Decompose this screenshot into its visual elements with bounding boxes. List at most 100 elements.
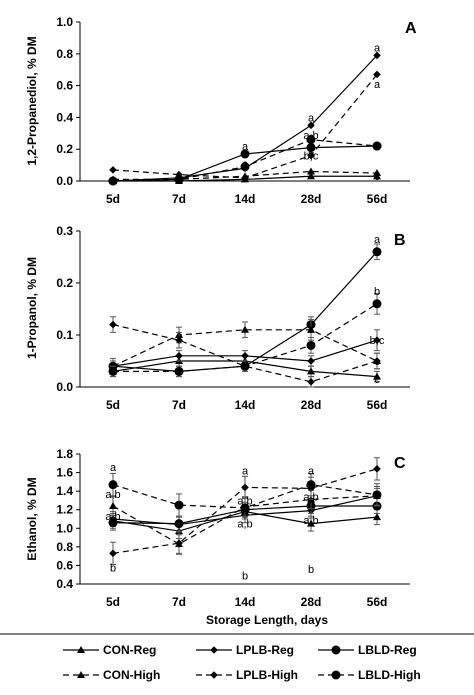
panel-a-y-tick-label: 0.8 [56,47,73,61]
panel-c-data-point [109,502,117,509]
panel-a-data-point [373,169,381,177]
panel-c-significance-label: a,b [303,492,318,504]
panel-b-data-point [373,357,381,365]
panel-a-significance-label: b,c [304,151,319,163]
panel-c-x-tick-label: 56d [367,595,388,609]
panel-a-data-point [174,174,184,184]
legend-item-lbld-reg: LBLD-Reg [318,643,417,657]
legend-marker [331,670,341,680]
legend-marker [210,646,218,654]
panel-a-significance-label: a [374,79,381,91]
panel-b-data-point [109,320,117,329]
panel-a-series-lbld-high [108,135,382,186]
panel-b-data-point [373,372,381,380]
panel-a-significance-label: c [374,171,380,183]
panel-b-data-point [307,367,315,375]
panel-b-data-point [108,366,118,376]
panel-c-data-point [373,465,381,473]
legend-label: LBLD-High [358,668,421,682]
panel-a-data-point [373,51,381,60]
panel-c-y-tick-label: 1.4 [56,484,73,498]
panel-a-significance-label: b [374,141,380,153]
panel-c-significance-label: b [110,562,116,574]
legend-marker [77,671,85,678]
panel-c-letter: C [394,455,406,472]
panel-a-y-tick-label: 1.0 [56,15,73,29]
panel-a-data-point [307,121,315,130]
panel-c-y-tick-label: 1.0 [56,521,73,535]
panel-a-significance-label: a [242,159,249,171]
panel-a-data-point [109,166,117,174]
legend-marker [210,671,218,679]
panel-c-data-point [174,500,184,510]
panel-a-data-point [307,151,315,160]
legend-items: CON-Reg LPLB-Reg LBLD-Reg CON-High LPLB-High… [63,643,421,682]
x-axis-label: Storage Length, days [206,613,328,627]
panel-b-significance-label: b [374,286,380,298]
legend-item-con-high: CON-High [63,668,160,682]
panel-a-data-point [108,176,118,186]
panel-a-plot: 0.00.20.40.60.81.05d 7d 14d 28d 56daaaa,bb,c… [56,15,410,206]
panel-b-data-point [306,340,316,350]
panel-b-y-axis-label: 1-Propanol, % DM [25,257,39,359]
legend-item-con-reg: CON-Reg [63,643,156,657]
legend-item-lbld-high: LBLD-High [318,668,421,682]
panel-a-y-tick-label: 0.2 [56,142,73,156]
panel-a-significance-label: b [308,149,314,161]
panel-b-data-point [241,352,249,360]
panel-c-significance-label: b [242,571,248,583]
legend-item-lplb-reg: LPLB-Reg [196,643,294,657]
panel-a-data-point [240,162,250,172]
panel-b-x-tick-label: 5d [106,398,120,412]
panel-b-x-tick-label: 28d [301,398,322,412]
panel-a-significance-label: c [308,131,314,143]
panel-c-series-lbld-high [108,473,382,520]
panel-c-x-tick-label: 7d [172,595,186,609]
panel-c-significance-label: a,b [237,495,252,507]
panel-c-data-point [372,490,382,500]
panel-b-plot: 0.0 0.1 0.2 0.3 5d 7d 14d 28d 56d a b b,c cc [56,224,410,412]
panel-c-y-tick-label: 1.8 [56,447,73,461]
panel-b-y-tick-label: 0.3 [56,224,73,238]
panel-c-significance-label: a [110,462,117,474]
panel-b-significance-label: b,c [370,335,385,347]
panel-c-significance-label: b [308,564,314,576]
panel-b-data-point [372,247,382,257]
panel-a: A 1,2-Propanediol, % DM 0.0 0.2 0.4 0.6 0.8 1… [25,15,417,206]
panel-a-letter: A [405,20,417,37]
panel-c-data-point [108,518,118,528]
panel-a-data-point [306,135,316,145]
panel-c-y-tick-label: 0.6 [56,558,73,572]
panel-b-data-point [372,299,382,309]
panel-b-y-tick-label: 0.2 [56,276,73,290]
panel-b: B 1-Propanol, % DM 0.0 0.1 0.2 0.3 5d 7d 14d 28… [25,224,410,412]
panel-a-data-point [373,70,381,79]
legend-label: LPLB-High [236,668,298,682]
panel-a-significance-label: a,b [303,130,318,142]
panel-c-x-tick-label: 5d [106,595,120,609]
panel-c-data-point [240,503,250,513]
panel-c-data-point [108,480,118,490]
panel-a-x-tick-label: 5d [106,192,120,206]
legend-label: LBLD-Reg [358,643,417,657]
panel-c-data-point [307,519,315,527]
panel-a-data-point [372,141,382,151]
legend-marker [77,646,85,653]
panel-c-significance-label: a,b [237,519,252,531]
panel-c-significance-label: a,b [303,515,318,527]
panel-c-data-point [109,549,117,558]
panel-a-y-axis-label: 1,2-Propanediol, % DM [25,36,39,165]
panel-a-data-point [241,174,249,182]
panel-a-y-tick-label: 0.4 [56,110,73,124]
panel-b-x-tick-label: 14d [235,398,256,412]
panel-c-significance-label: a [242,466,249,478]
panel-b-data-point [240,361,250,371]
panel-b-series-lbld-high [108,292,382,378]
panel-a-y-tick-label: 0.6 [56,79,73,93]
panel-b-significance-label: a [374,234,381,246]
panel-c-y-tick-label: 1.2 [56,503,73,517]
panel-a-data-point [306,143,316,153]
panel-c-data-point [373,513,381,521]
legend-item-lplb-high: LPLB-High [196,668,298,682]
